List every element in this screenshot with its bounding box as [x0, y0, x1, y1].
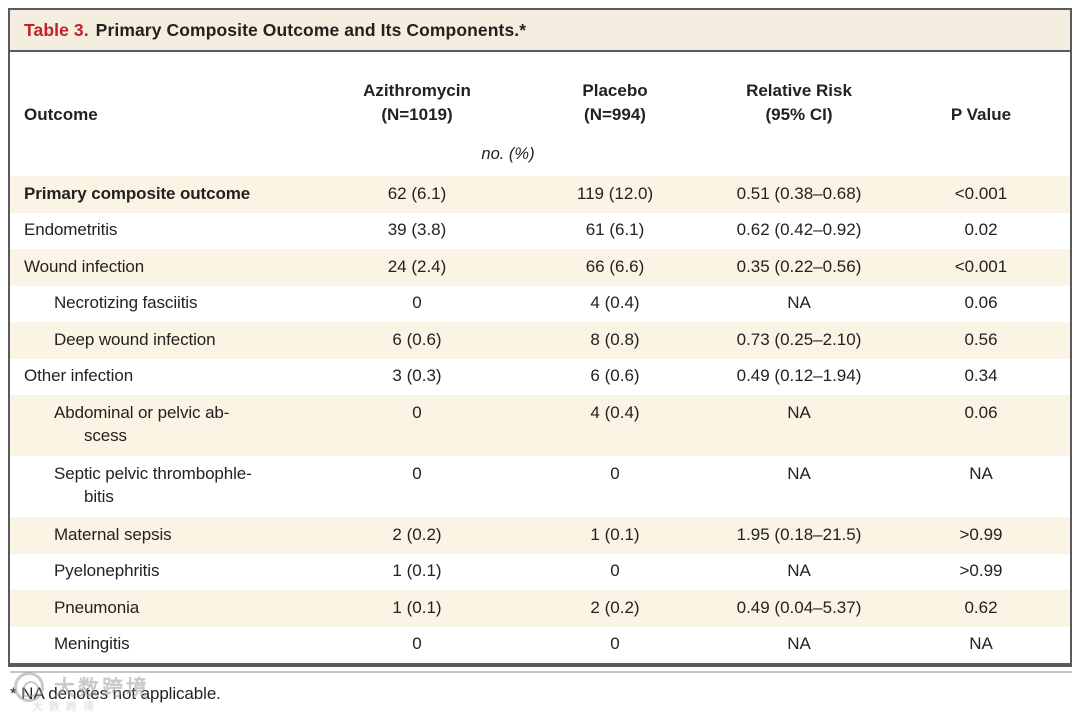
table-row: Wound infection 24 (2.4) 66 (6.6) 0.35 (…	[10, 249, 1070, 286]
cell-azithromycin: 6 (0.6)	[392, 329, 442, 349]
cell-p-value: NA	[969, 634, 993, 654]
cell-relative-risk: 0.51 (0.38–0.68)	[736, 183, 862, 203]
cell-placebo: 4 (0.4)	[590, 403, 640, 422]
watermark-text: 大数跨境	[54, 677, 150, 700]
cell-azithromycin: 62 (6.1)	[387, 183, 447, 203]
row-label: Maternal sepsis	[54, 524, 172, 544]
cell-placebo: 61 (6.1)	[585, 220, 645, 240]
table-title-band: Table 3. Primary Composite Outcome and I…	[10, 10, 1070, 52]
cell-relative-risk: NA	[787, 403, 811, 422]
row-label: Septic pelvic thrombophle- bitis	[54, 464, 252, 506]
cell-p-value: <0.001	[954, 256, 1008, 276]
cell-relative-risk: NA	[787, 561, 811, 581]
cell-azithromycin: 2 (0.2)	[392, 524, 442, 544]
cell-p-value: <0.001	[954, 183, 1008, 203]
watermark-subtext: 大数跨境	[32, 701, 100, 713]
cell-azithromycin: 39 (3.8)	[387, 220, 447, 240]
row-label: Primary composite outcome	[24, 183, 251, 203]
table-title-text: Primary Composite Outcome and Its Compon…	[95, 19, 527, 40]
cell-p-value: >0.99	[959, 524, 1003, 544]
cell-placebo: 4 (0.4)	[590, 293, 640, 313]
column-header-placebo: Placebo (N=994)	[582, 80, 648, 125]
table-row: Pneumonia 1 (0.1) 2 (0.2) 0.49 (0.04–5.3…	[10, 590, 1070, 627]
cell-p-value: 0.34	[964, 366, 998, 386]
row-label: Meningitis	[54, 634, 130, 654]
column-header-azithromycin: Azithromycin (N=1019)	[363, 80, 471, 125]
table-number-label: Table 3.	[24, 19, 89, 40]
column-header-row: Outcome Azithromycin (N=1019) Placebo (N…	[10, 52, 1070, 136]
row-label: Abdominal or pelvic ab- scess	[54, 403, 230, 445]
cell-placebo: 66 (6.6)	[585, 256, 645, 276]
row-label: Wound infection	[24, 256, 145, 276]
table-row: Primary composite outcome 62 (6.1) 119 (…	[10, 176, 1070, 213]
table-row: Endometritis 39 (3.8) 61 (6.1) 0.62 (0.4…	[10, 213, 1070, 250]
table-footnote: * NA denotes not applicable.	[10, 684, 221, 703]
cell-placebo: 1 (0.1)	[590, 524, 640, 544]
row-label: Deep wound infection	[54, 329, 216, 349]
cell-azithromycin: 0	[412, 403, 422, 422]
cell-azithromycin: 1 (0.1)	[392, 561, 442, 581]
cell-relative-risk: 0.35 (0.22–0.56)	[736, 256, 862, 276]
table-row: Deep wound infection 6 (0.6) 8 (0.8) 0.7…	[10, 322, 1070, 359]
watermark-logo-icon	[14, 672, 44, 702]
cell-p-value: 0.06	[964, 403, 998, 422]
cell-p-value: 0.62	[964, 597, 998, 617]
cell-placebo: 0	[610, 561, 620, 581]
cell-p-value: 0.56	[964, 329, 998, 349]
table-row: Pyelonephritis 1 (0.1) 0 NA >0.99	[10, 554, 1070, 591]
cell-relative-risk: 0.73 (0.25–2.10)	[736, 329, 862, 349]
table-row: Septic pelvic thrombophle- bitis 0 0 NA …	[10, 456, 1070, 517]
cell-azithromycin: 3 (0.3)	[392, 366, 442, 386]
cell-azithromycin: 0	[412, 293, 422, 313]
cell-placebo: 0	[610, 634, 620, 654]
cell-placebo: 6 (0.6)	[590, 366, 640, 386]
row-label: Necrotizing fasciitis	[54, 293, 198, 313]
cell-relative-risk: NA	[787, 464, 811, 483]
cell-azithromycin: 0	[412, 634, 422, 654]
cell-azithromycin: 0	[412, 464, 422, 483]
column-header-p-value: P Value	[950, 105, 1012, 125]
table-row: Abdominal or pelvic ab- scess 0 4 (0.4) …	[10, 395, 1070, 456]
cell-relative-risk: NA	[787, 293, 811, 313]
cell-p-value: >0.99	[959, 561, 1003, 581]
row-label: Pyelonephritis	[54, 561, 160, 581]
cell-relative-risk: NA	[787, 634, 811, 654]
row-label: Pneumonia	[54, 597, 140, 617]
cell-relative-risk: 0.62 (0.42–0.92)	[736, 220, 862, 240]
cell-placebo: 119 (12.0)	[576, 183, 654, 203]
units-subheader-row: no. (%)	[10, 136, 1070, 176]
table-row: Other infection 3 (0.3) 6 (0.6) 0.49 (0.…	[10, 359, 1070, 396]
table-bottom-rule	[10, 663, 1070, 665]
column-header-relative-risk: Relative Risk (95% CI)	[746, 80, 852, 125]
cell-p-value: NA	[969, 464, 993, 483]
cell-relative-risk: 0.49 (0.12–1.94)	[736, 366, 862, 386]
units-label: no. (%)	[481, 144, 535, 163]
row-label: Endometritis	[24, 220, 118, 240]
cell-placebo: 0	[610, 464, 620, 483]
column-header-outcome: Outcome	[24, 105, 98, 125]
cell-p-value: 0.02	[964, 220, 998, 240]
cell-azithromycin: 24 (2.4)	[387, 256, 447, 276]
cell-azithromycin: 1 (0.1)	[392, 597, 442, 617]
row-label: Other infection	[24, 366, 134, 386]
cell-placebo: 2 (0.2)	[590, 597, 640, 617]
table-row: Necrotizing fasciitis 0 4 (0.4) NA 0.06	[10, 286, 1070, 323]
cell-placebo: 8 (0.8)	[590, 329, 640, 349]
table-card: Table 3. Primary Composite Outcome and I…	[8, 8, 1072, 667]
cell-relative-risk: 0.49 (0.04–5.37)	[736, 597, 862, 617]
table-row: Maternal sepsis 2 (0.2) 1 (0.1) 1.95 (0.…	[10, 517, 1070, 554]
table-shadow-line	[10, 671, 1072, 673]
cell-relative-risk: 1.95 (0.18–21.5)	[736, 524, 862, 544]
table-row: Meningitis 0 0 NA NA	[10, 627, 1070, 664]
cell-p-value: 0.06	[964, 293, 998, 313]
